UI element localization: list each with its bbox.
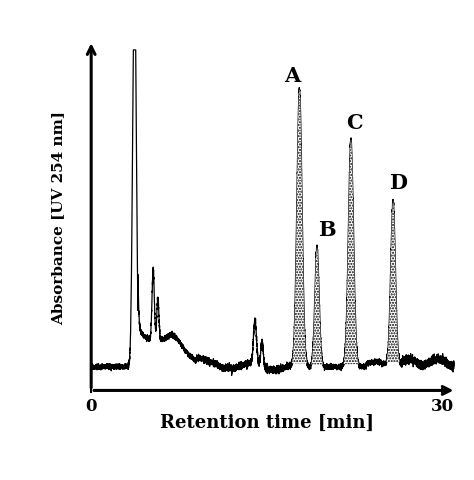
Text: D: D <box>389 172 407 192</box>
Text: 30: 30 <box>431 397 454 415</box>
Text: B: B <box>318 220 335 240</box>
Text: Retention time [min]: Retention time [min] <box>160 413 374 431</box>
Text: Absorbance [UV 254 nm]: Absorbance [UV 254 nm] <box>51 111 65 324</box>
Text: C: C <box>346 113 363 132</box>
Text: A: A <box>284 65 301 85</box>
Text: 0: 0 <box>85 397 97 415</box>
